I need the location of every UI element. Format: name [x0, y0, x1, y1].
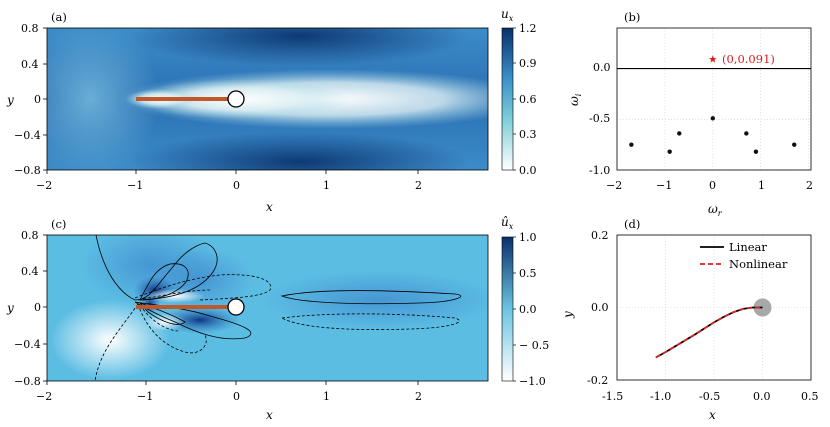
panel-a-xlabel: x: [266, 200, 273, 214]
cylinder: [227, 90, 245, 108]
y-tick: 0.0: [593, 61, 611, 74]
x-tick: 2: [415, 179, 422, 192]
x-tick: 2: [415, 390, 422, 403]
panel-b-grid: [616, 28, 811, 171]
colorbar-tick: 0.0: [519, 164, 537, 177]
colorbar-a: ux 1.2 0.9 0.6 0.3 0.0: [501, 7, 537, 177]
x-tick: −2: [606, 179, 622, 192]
unstable-eigenvalue-star: [709, 55, 717, 63]
eigenvalue-point: [629, 142, 634, 147]
x-tick: -1.5: [602, 390, 623, 403]
colorbar-tick: 1.2: [519, 22, 537, 35]
colorbar-tick: 0.5: [519, 267, 537, 280]
panel-d: (d) Linear Nonlinear -1.5 -1.0 -0.5 0.0 …: [561, 217, 819, 422]
x-tick: −2: [36, 390, 52, 403]
panel-c-ticks: [43, 234, 419, 385]
mode-contours: [94, 235, 462, 381]
panel-d-ylabel: y: [561, 311, 575, 319]
x-tick: −1: [137, 390, 153, 403]
x-tick: 1: [323, 179, 330, 192]
y-tick: 0.8: [21, 22, 39, 35]
panel-b-marks: [617, 55, 811, 154]
colorbar-tick: 0.0: [519, 303, 537, 316]
colorbar-tick: 1.0: [519, 231, 537, 244]
colorbar-tick: 0.9: [519, 57, 537, 70]
y-tick: 0.4: [21, 58, 39, 71]
unstable-eigenvalue-annotation: (0,0.091): [722, 52, 775, 66]
linear-deflection-line: [655, 306, 763, 359]
y-tick: −0.8: [14, 164, 41, 177]
panel-a-ylabel: y: [6, 93, 14, 107]
legend-linear: Linear: [729, 240, 767, 254]
legend-nonlinear: Nonlinear: [729, 257, 788, 271]
eigenvalue-point: [710, 116, 716, 121]
y-tick: −0.8: [14, 375, 41, 388]
x-tick: 0: [233, 390, 240, 403]
colorbar-tick: 0.3: [519, 128, 537, 141]
y-tick: 0.0: [591, 301, 609, 314]
y-tick: 0.8: [21, 229, 39, 242]
panel-b-xlabel: ωr: [708, 202, 723, 218]
x-tick: 1: [758, 179, 765, 192]
y-tick: 0.2: [591, 229, 609, 242]
x-tick: 2: [806, 179, 813, 192]
panel-c-xlabel: x: [266, 408, 273, 422]
panel-b-ylabel: ωi: [567, 93, 583, 106]
x-tick: 1: [323, 390, 330, 403]
panel-d-label: (d): [624, 217, 640, 231]
panel-a: (a) −2 −1 0 1 2 0.8 0.4 0 −0.4 −0.8 y x …: [6, 7, 537, 214]
panel-a-label: (a): [51, 10, 67, 24]
panel-b: (b) (0,0.091) −2 −1 0 1 2 0.0 -0.5 -1.0 …: [567, 10, 813, 218]
cylinder: [227, 298, 245, 316]
x-tick: -1.0: [650, 390, 671, 403]
panel-c: (c) −2 −1 0 1 2 0.8 0.4 0 −0.4 −0.8 y x …: [6, 215, 549, 422]
y-tick: 0.4: [21, 265, 39, 278]
colorbar-tick: 0.6: [519, 93, 537, 106]
x-tick: -0.5: [699, 390, 720, 403]
panel-a-ticks: [43, 27, 419, 174]
eigenvalue-point: [677, 131, 682, 136]
y-tick: −0.4: [14, 338, 41, 351]
eigenvalue-point: [667, 149, 672, 154]
nonlinear-deflection-line: [655, 306, 763, 359]
x-tick: 0: [233, 179, 240, 192]
colorbar-tick: − 0.5: [519, 339, 549, 352]
panel-b-label: (b): [624, 10, 640, 24]
eigenvalue-point: [753, 149, 759, 154]
legend: Linear Nonlinear: [700, 240, 788, 271]
x-tick: −1: [656, 179, 672, 192]
y-tick: 0: [34, 93, 41, 106]
y-tick: -0.2: [587, 374, 608, 387]
panel-c-ylabel: y: [6, 301, 14, 315]
x-tick: −1: [127, 179, 143, 192]
y-tick: -1.0: [589, 164, 610, 177]
eigenvalue-point: [744, 131, 749, 136]
x-tick: 0.0: [753, 390, 771, 403]
colorbar-c-title: ûx: [501, 215, 514, 231]
panel-c-label: (c): [51, 217, 66, 231]
y-tick: -0.5: [589, 112, 610, 125]
panel-d-xlabel: x: [709, 408, 716, 422]
colorbar-tick: −1.0: [519, 375, 546, 388]
panel-c-field: [47, 235, 488, 381]
x-tick: 0.5: [801, 390, 819, 403]
colorbar-c: ûx 1.0 0.5 0.0 − 0.5 −1.0: [501, 215, 549, 388]
eigenvalue-point: [792, 142, 797, 147]
y-tick: 0: [34, 301, 41, 314]
panel-d-marks: [655, 298, 772, 359]
y-tick: −0.4: [14, 129, 41, 142]
x-tick: 0: [709, 179, 716, 192]
x-tick: −2: [36, 179, 52, 192]
panel-a-field: [47, 28, 488, 170]
colorbar-a-title: ux: [501, 7, 514, 23]
